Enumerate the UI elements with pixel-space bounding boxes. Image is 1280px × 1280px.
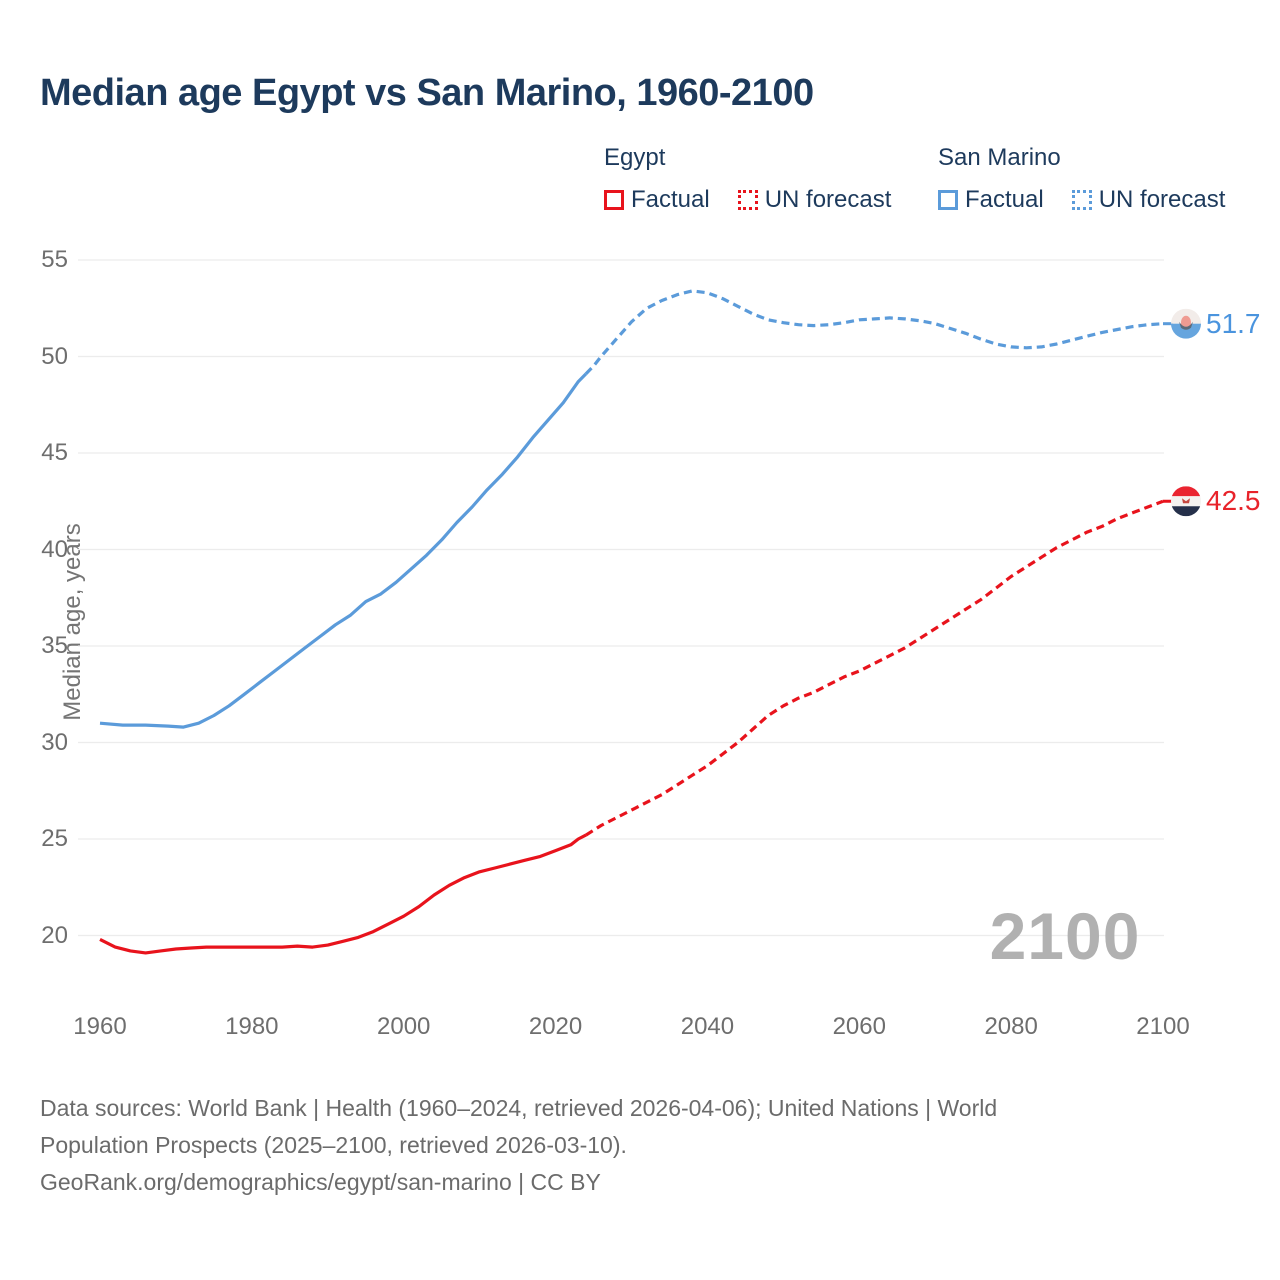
x-tick-label: 2040 bbox=[680, 1013, 735, 1040]
y-tick-label: 30 bbox=[41, 728, 68, 756]
y-tick-label: 20 bbox=[41, 921, 68, 949]
source-url: GeoRank.org/demographics/egypt/san-marin… bbox=[40, 1169, 601, 1195]
legend-group-title: Egypt bbox=[604, 144, 666, 171]
san-marino-flag-icon bbox=[1171, 308, 1201, 339]
x-tick-label: 1980 bbox=[225, 1013, 279, 1040]
y-tick-label: 55 bbox=[41, 246, 68, 273]
egypt-flag-icon bbox=[1171, 486, 1201, 517]
legend: Egypt Factual UN forecast San Marino Fac… bbox=[0, 144, 1280, 224]
x-tick-label: 2060 bbox=[832, 1013, 886, 1040]
legend-item-egypt-forecast[interactable]: UN forecast bbox=[737, 186, 892, 214]
legend-item-san-marino-forecast[interactable]: UN forecast bbox=[1071, 186, 1226, 214]
x-tick-label: 2080 bbox=[984, 1013, 1038, 1040]
series-line-san-marino-factual bbox=[99, 372, 588, 729]
watermark-year: 2100 bbox=[989, 899, 1141, 973]
egypt-end-value: 42.5 bbox=[1206, 485, 1261, 517]
x-tick-label: 2000 bbox=[377, 1013, 431, 1040]
legend-group-egypt: Egypt Factual UN forecast bbox=[604, 144, 909, 214]
data-sources-line-2: Population Prospects (2025–2100, retriev… bbox=[40, 1132, 627, 1158]
y-tick-label: 45 bbox=[41, 439, 68, 466]
legend-item-label: UN forecast bbox=[1098, 186, 1226, 213]
legend-item-label: Factual bbox=[631, 186, 710, 213]
san-marino-end-value: 51.7 bbox=[1206, 307, 1261, 339]
x-tick-label: 1960 bbox=[73, 1013, 127, 1040]
legend-item-san-marino-factual[interactable]: Factual bbox=[938, 186, 1044, 214]
legend-item-egypt-factual[interactable]: Factual bbox=[604, 186, 710, 214]
y-tick-label: 40 bbox=[41, 535, 68, 563]
y-tick-label: 50 bbox=[41, 342, 68, 370]
series-line-egypt-un-forecast bbox=[585, 499, 1164, 837]
x-tick-label: 2020 bbox=[528, 1013, 583, 1040]
data-sources-line-1: Data sources: World Bank | Health (1960–… bbox=[40, 1095, 998, 1121]
legend-group-san-marino: San Marino Factual UN forecast bbox=[938, 144, 1243, 214]
egypt-forecast-swatch-icon bbox=[737, 190, 758, 210]
san-marino-forecast-swatch-icon bbox=[1071, 190, 1092, 210]
legend-group-title: San Marino bbox=[938, 144, 1061, 171]
x-tick-label: 2100 bbox=[1136, 1013, 1190, 1040]
y-tick-label: 25 bbox=[41, 825, 68, 852]
series-line-egypt-factual bbox=[99, 833, 587, 955]
legend-item-label: UN forecast bbox=[764, 186, 892, 213]
san-marino-factual-swatch-icon bbox=[938, 190, 958, 210]
egypt-factual-swatch-icon bbox=[604, 190, 624, 210]
legend-item-label: Factual bbox=[965, 186, 1044, 213]
page-title: Median age Egypt vs San Marino, 1960-210… bbox=[40, 72, 814, 114]
footer-attribution: Data sources: World Bank | Health (1960–… bbox=[40, 1090, 1200, 1201]
series-line-san-marino-un-forecast bbox=[584, 289, 1164, 376]
y-tick-label: 35 bbox=[41, 632, 68, 659]
